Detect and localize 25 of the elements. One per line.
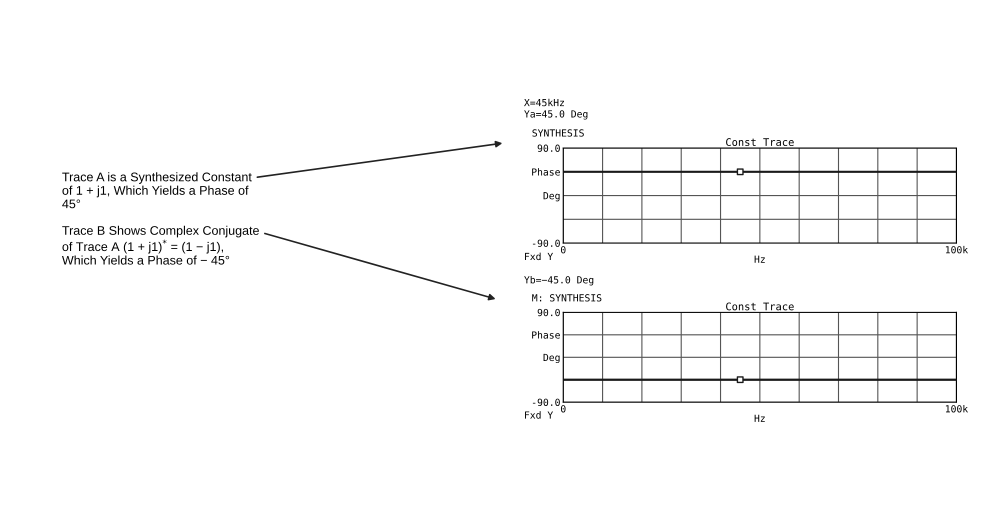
x-tick-label: 100k (946, 404, 968, 413)
text: SYNTHESIS (532, 129, 584, 137)
x-axis-title: Hz (754, 414, 765, 422)
y-tick-label: Deg (544, 192, 560, 202)
y-tick-label: Phase (532, 331, 560, 339)
y-tick-label: -90.0 (532, 240, 560, 247)
x-axis-title: Hz (754, 256, 765, 263)
y-tick-label: -90.0 (532, 398, 560, 406)
y-tick-label: Deg (544, 354, 560, 364)
text: Trace A is a Synthesized Constant of 1 + j1, Which Yields a Phase of 45° (62, 172, 252, 208)
text: Fxd Y (525, 411, 554, 419)
text: M: SYNTHESIS (532, 294, 602, 302)
y-tick-label: 90.0 (538, 308, 560, 316)
x-tick-label: 100k (946, 246, 968, 254)
y-tick-label: Phase (532, 168, 560, 176)
text: Trace B Shows Complex Conjugate of Trace A (1 + j1)$^{*}$ = (1 − j1), Which Yields a Phase of − 45° (62, 226, 259, 265)
text: X=45kHz (524, 98, 564, 106)
x-tick-label: 0 (560, 405, 566, 413)
y-tick-label: 90.0 (538, 144, 560, 152)
text: Yb=−45.0 Deg (524, 276, 594, 286)
chart-title: Const Trace (726, 302, 794, 310)
text: Fxd Y (525, 252, 554, 260)
text: Ya=45.0 Deg (524, 110, 588, 120)
chart-title: Const Trace (726, 138, 794, 146)
x-tick-label: 0 (560, 246, 566, 254)
